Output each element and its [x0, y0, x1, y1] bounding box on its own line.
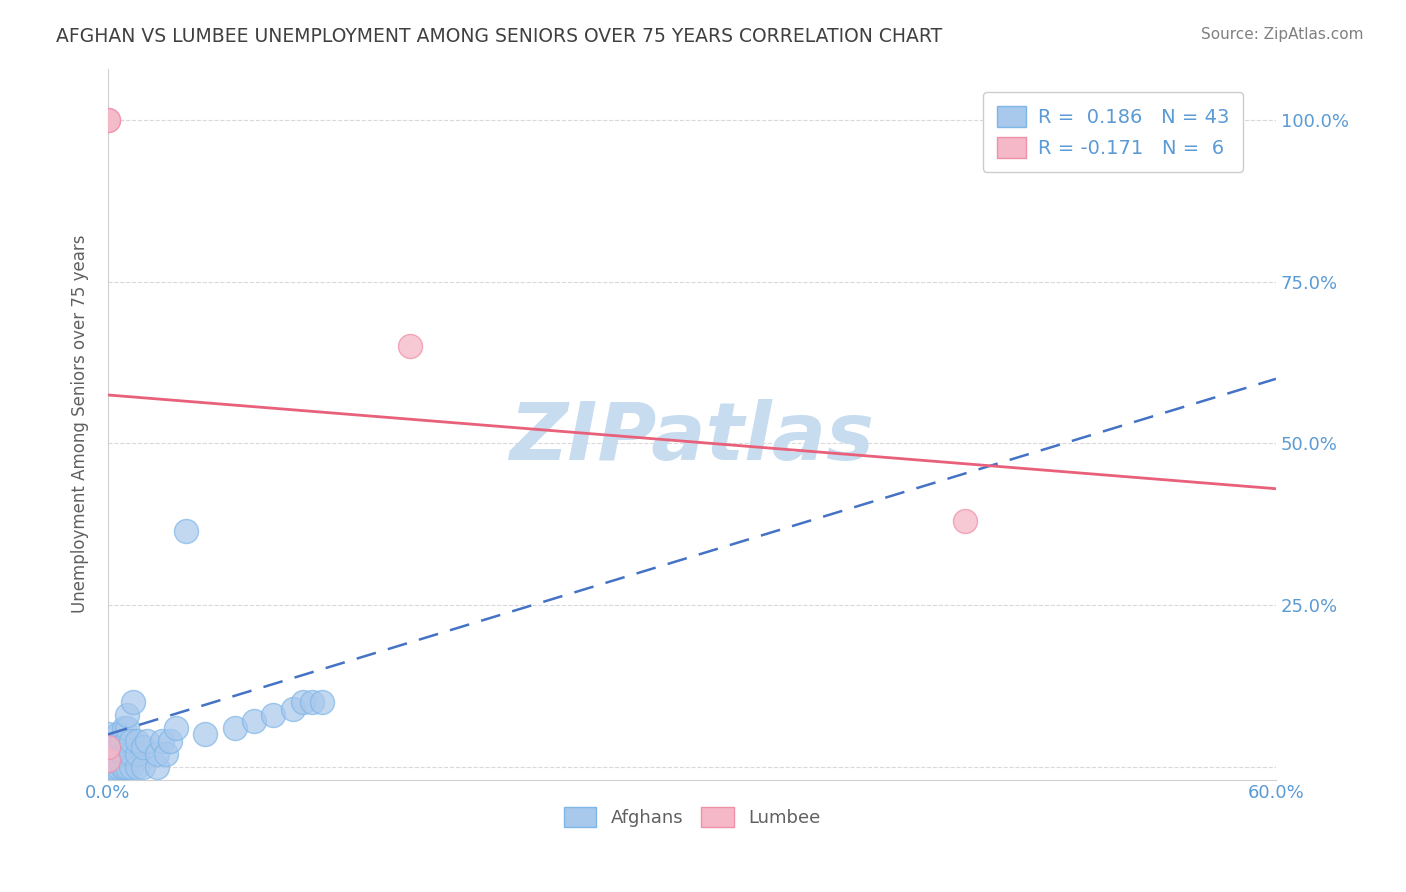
Point — [120, 760, 142, 774]
Point — [135, 734, 157, 748]
Point — [97, 113, 120, 128]
Point — [132, 740, 155, 755]
Point — [301, 695, 323, 709]
Legend: Afghans, Lumbee: Afghans, Lumbee — [557, 800, 828, 835]
Point — [165, 721, 187, 735]
Point — [117, 760, 139, 774]
Point — [120, 734, 142, 748]
Point — [281, 701, 304, 715]
Point — [120, 747, 142, 761]
Point — [174, 524, 197, 538]
Point — [97, 760, 120, 774]
Point — [97, 753, 120, 767]
Point — [194, 727, 217, 741]
Point — [224, 721, 246, 735]
Point — [953, 514, 976, 528]
Point — [243, 714, 266, 729]
Point — [145, 760, 167, 774]
Point — [291, 695, 314, 709]
Point — [103, 740, 125, 755]
Point — [107, 727, 129, 741]
Point — [110, 760, 132, 774]
Point — [117, 708, 139, 723]
Point — [97, 113, 120, 128]
Point — [127, 747, 149, 761]
Point — [155, 747, 177, 761]
Point — [107, 760, 129, 774]
Point — [122, 695, 145, 709]
Y-axis label: Unemployment Among Seniors over 75 years: Unemployment Among Seniors over 75 years — [72, 235, 89, 614]
Point — [152, 734, 174, 748]
Point — [398, 339, 420, 353]
Point — [112, 760, 135, 774]
Point — [127, 760, 149, 774]
Point — [311, 695, 333, 709]
Point — [97, 747, 120, 761]
Point — [132, 760, 155, 774]
Point — [110, 747, 132, 761]
Text: Source: ZipAtlas.com: Source: ZipAtlas.com — [1201, 27, 1364, 42]
Point — [97, 727, 120, 741]
Point — [110, 734, 132, 748]
Point — [145, 747, 167, 761]
Point — [112, 747, 135, 761]
Text: ZIPatlas: ZIPatlas — [509, 400, 875, 477]
Point — [117, 721, 139, 735]
Point — [112, 721, 135, 735]
Point — [159, 734, 181, 748]
Point — [262, 708, 284, 723]
Point — [97, 740, 120, 755]
Point — [103, 760, 125, 774]
Point — [117, 734, 139, 748]
Point — [117, 747, 139, 761]
Text: AFGHAN VS LUMBEE UNEMPLOYMENT AMONG SENIORS OVER 75 YEARS CORRELATION CHART: AFGHAN VS LUMBEE UNEMPLOYMENT AMONG SENI… — [56, 27, 942, 45]
Point — [127, 734, 149, 748]
